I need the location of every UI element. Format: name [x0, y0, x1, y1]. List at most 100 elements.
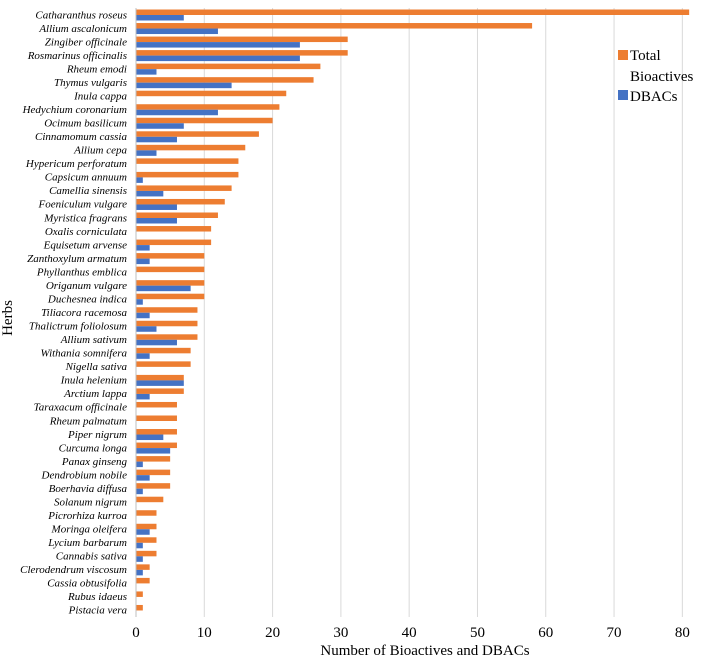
bar-dbacs-withania-somnifera	[136, 353, 150, 359]
x-tick-label-30: 30	[333, 625, 348, 641]
x-tick-label-80: 80	[675, 625, 690, 641]
bar-total-bioactives-allium-cepa	[136, 144, 246, 151]
category-label-rubus-idaeus: Rubus idaeus	[67, 591, 127, 603]
bar-total-bioactives-cassia-obtusifolia	[136, 577, 150, 584]
bar-total-bioactives-pistacia-vera	[136, 604, 143, 611]
bar-dbacs-arctium-lappa	[136, 393, 150, 400]
bar-total-bioactives-panax-ginseng	[136, 456, 171, 462]
category-label-zanthoxylum-armatum: Zanthoxylum armatum	[27, 253, 127, 265]
category-label-inula-cappa: Inula cappa	[73, 90, 127, 102]
bar-dbacs-dendrobium-nobile	[136, 475, 150, 481]
bar-total-bioactives-ocimum-basilicum	[136, 117, 273, 124]
bar-total-bioactives-withania-somnifera	[136, 347, 191, 354]
bar-total-bioactives-hedychium-coronarium	[136, 104, 280, 110]
category-label-hedychium-coronarium: Hedychium coronarium	[22, 104, 127, 116]
bar-total-bioactives-thymus-vulgaris	[136, 77, 314, 83]
category-label-cassia-obtusifolia: Cassia obtusifolia	[47, 578, 127, 590]
bar-dbacs-origanum-vulgare	[136, 285, 191, 292]
bar-total-bioactives-cannabis-sativa	[136, 550, 157, 557]
category-label-thalictrum-foliolosum: Thalictrum foliolosum	[29, 321, 127, 333]
category-label-catharanthus-roseus: Catharanthus roseus	[35, 9, 127, 21]
x-tick-label-50: 50	[470, 625, 485, 641]
x-tick-label-20: 20	[265, 625, 280, 641]
category-label-moringa-oleifera: Moringa oleifera	[51, 524, 128, 536]
bar-dbacs-zingiber-officinale	[136, 42, 300, 48]
bar-total-bioactives-allium-ascalonicum	[136, 23, 533, 29]
category-label-cinnamomum-cassia: Cinnamomum cassia	[35, 131, 127, 143]
bar-dbacs-duchesnea-indica	[136, 299, 143, 305]
category-label-lycium-barbarum: Lycium barbarum	[47, 537, 127, 549]
category-labels: Catharanthus roseus Allium ascalonicumZin…	[20, 9, 127, 616]
bar-total-bioactives-duchesnea-indica	[136, 293, 205, 300]
bar-dbacs-rheum-emodi	[136, 69, 157, 75]
bar-total-bioactives-rheum-palmatum	[136, 415, 177, 421]
category-label-rheum-emodi: Rheum emodi	[66, 63, 127, 75]
category-label-ocimum-basilicum: Ocimum basilicum	[44, 118, 127, 130]
bar-dbacs-allium-ascalonicum	[136, 28, 218, 35]
bar-dbacs-thymus-vulgaris	[136, 82, 232, 89]
category-label-phyllanthus-emblica: Phyllanthus emblica	[36, 266, 128, 278]
x-tick-label-60: 60	[538, 625, 553, 641]
category-label-myristica-fragrans: Myristica fragrans	[43, 212, 127, 224]
category-label-thymus-vulgaris: Thymus vulgaris	[54, 77, 127, 89]
category-label-rosmarinus-officinalis: Rosmarinus officinalis	[27, 50, 127, 62]
category-label-tiliacora-racemosa: Tiliacora racemosa	[41, 307, 127, 319]
bar-total-bioactives-hypericum-perforatum	[136, 158, 239, 164]
category-label-piper-nigrum: Piper nigrum	[67, 429, 127, 441]
x-tick-labels: 0 10 20 30 40 50 60 70 80	[132, 625, 690, 641]
bar-total-bioactives-inula-helenium	[136, 374, 184, 381]
bar-dbacs-lycium-barbarum	[136, 542, 143, 549]
bar-total-bioactives-rubus-idaeus	[136, 591, 143, 597]
category-label-zingiber-officinale: Zingiber officinale	[45, 36, 127, 48]
category-label-allium-cepa: Allium cepa	[73, 145, 127, 157]
category-label-boerhavia-diffusa: Boerhavia diffusa	[49, 483, 128, 495]
category-label-solanum-nigrum: Solanum nigrum	[54, 496, 127, 508]
bar-total-bioactives-phyllanthus-emblica	[136, 266, 205, 273]
bar-dbacs-inula-helenium	[136, 380, 184, 386]
bar-total-bioactives-arctium-lappa	[136, 388, 184, 394]
category-label-nigella-sativa: Nigella sativa	[65, 361, 128, 373]
gridlines	[203, 8, 683, 617]
bar-total-bioactives-catharanthus-roseus	[136, 9, 690, 15]
category-label-curcuma-longa: Curcuma longa	[59, 442, 128, 454]
bar-dbacs-myristica-fragrans	[136, 218, 177, 224]
bar-total-bioactives-allium-sativum	[136, 334, 198, 340]
bar-total-bioactives-myristica-fragrans	[136, 212, 218, 218]
bar-total-bioactives-taraxacum-officinale	[136, 401, 177, 408]
bar-total-bioactives-rosmarinus-officinalis	[136, 50, 348, 56]
bar-total-bioactives-foeniculum-vulgare	[136, 198, 225, 205]
bar-dbacs-cannabis-sativa	[136, 556, 143, 562]
category-label-picrorhiza-kurroa: Picrorhiza kurroa	[47, 510, 127, 522]
bar-total-bioactives-cinnamomum-cassia	[136, 131, 259, 137]
bar-dbacs-clerodendrum-viscosum	[136, 569, 143, 576]
x-tick-label-0: 0	[132, 625, 140, 641]
bar-total-bioactives-piper-nigrum	[136, 429, 177, 435]
category-label-pistacia-vera: Pistacia vera	[68, 605, 128, 617]
x-tick-label-40: 40	[402, 625, 417, 641]
bar-dbacs-capsicum-annuum	[136, 177, 143, 183]
bar-total-bioactives-zingiber-officinale	[136, 36, 348, 43]
bar-total-bioactives-zanthoxylum-armatum	[136, 253, 205, 259]
bar-dbacs-cinnamomum-cassia	[136, 136, 177, 143]
bar-total-bioactives-equisetum-arvense	[136, 239, 212, 246]
category-label-panax-ginseng: Panax ginseng	[61, 456, 128, 468]
category-label-rheum-palmatum: Rheum palmatum	[49, 415, 127, 427]
legend-label-dbacs: DBACs	[630, 89, 678, 105]
y-axis-title: Herbs	[0, 300, 16, 336]
category-label-cannabis-sativa: Cannabis sativa	[56, 551, 128, 563]
bar-dbacs-zanthoxylum-armatum	[136, 258, 150, 265]
bar-total-bioactives-lycium-barbarum	[136, 537, 157, 543]
bar-dbacs-allium-cepa	[136, 150, 157, 156]
legend: Total Bioactives DBACs	[618, 48, 693, 105]
bar-total-bioactives-capsicum-annuum	[136, 171, 239, 178]
bar-total-bioactives-dendrobium-nobile	[136, 469, 171, 476]
bar-total-bioactives-camellia-sinensis	[136, 185, 232, 191]
bar-total-bioactives-rheum-emodi	[136, 63, 321, 70]
bar-dbacs-curcuma-longa	[136, 448, 171, 454]
x-axis-title: Number of Bioactives and DBACs	[320, 643, 529, 659]
bar-total-bioactives-inula-cappa	[136, 90, 287, 97]
bar-total-bioactives-moringa-oleifera	[136, 523, 157, 530]
bar-dbacs-equisetum-arvense	[136, 245, 150, 251]
